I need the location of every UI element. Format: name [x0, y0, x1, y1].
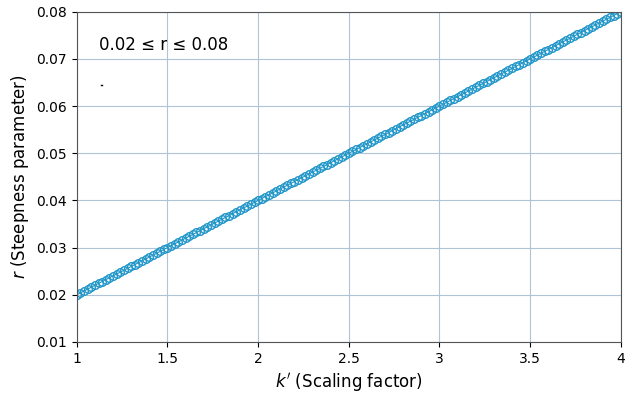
X-axis label: $k'$ (Scaling factor): $k'$ (Scaling factor): [275, 371, 422, 393]
Y-axis label: $r$ (Steepness parameter): $r$ (Steepness parameter): [9, 74, 31, 279]
Text: 0.02 ≤ r ≤ 0.08: 0.02 ≤ r ≤ 0.08: [99, 36, 228, 54]
